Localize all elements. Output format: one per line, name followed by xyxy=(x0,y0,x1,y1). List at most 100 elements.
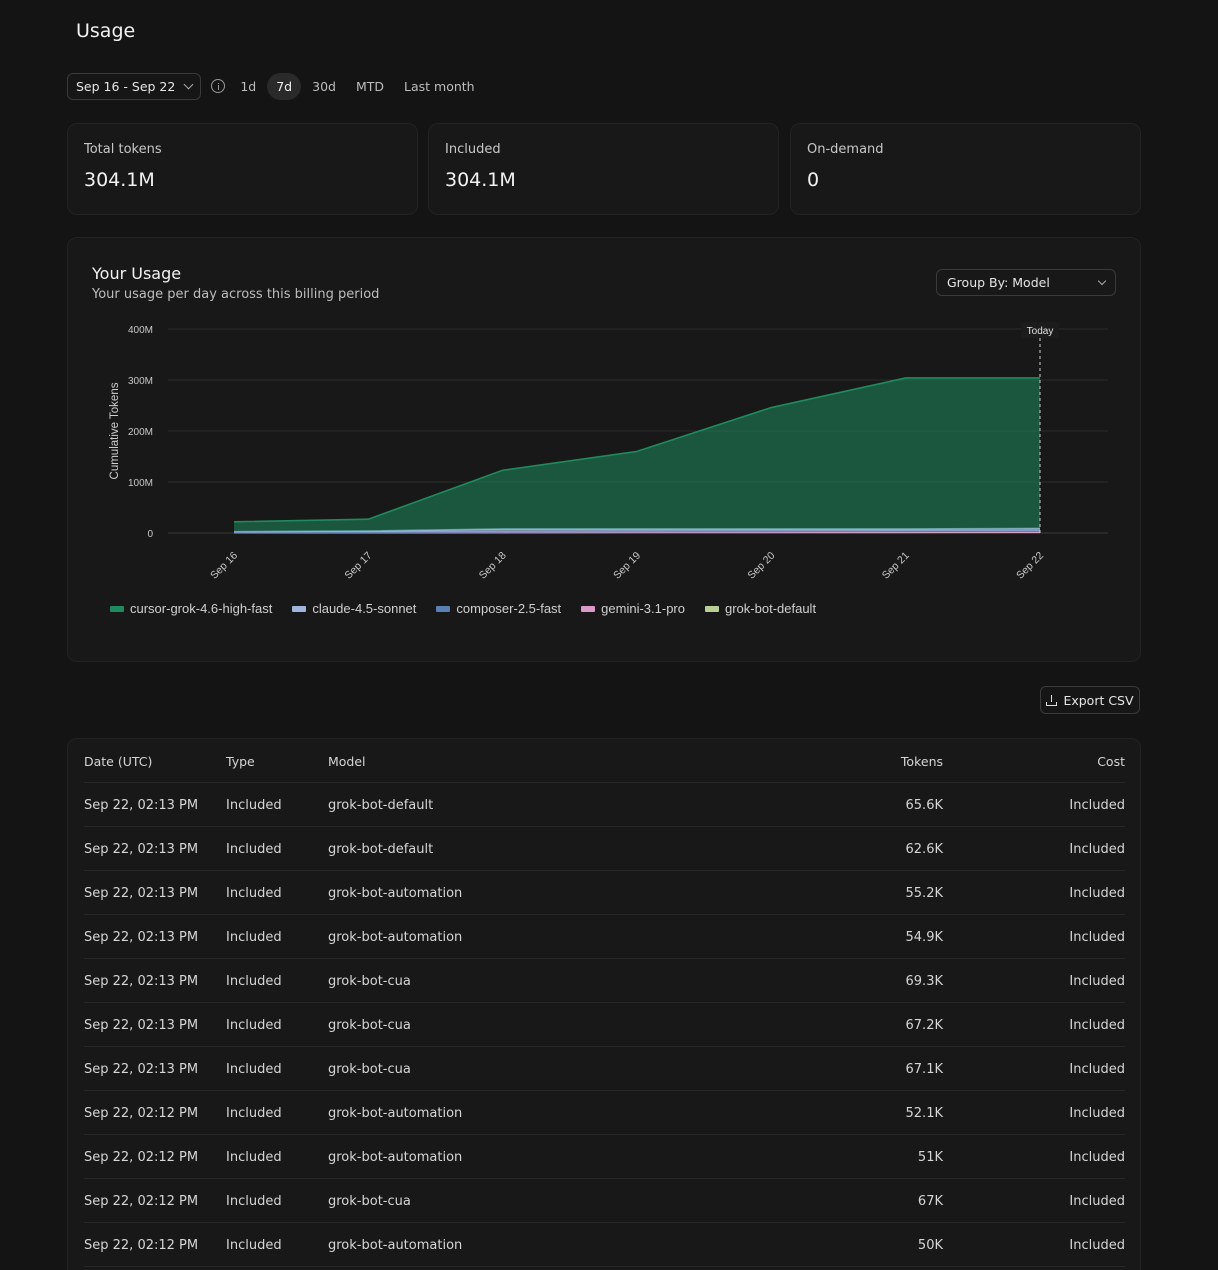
legend-item[interactable]: cursor-grok-4.6-high-fast xyxy=(110,601,272,616)
stat-card-total-tokens: Total tokens 304.1M xyxy=(67,123,418,215)
cell-cost: Included xyxy=(1069,929,1125,945)
cell-cost: Included xyxy=(1069,1237,1125,1253)
usage-title: Your Usage xyxy=(92,264,182,283)
cell-date: Sep 22, 02:12 PM xyxy=(84,1105,199,1121)
range-button-7d[interactable]: 7d xyxy=(267,72,302,100)
chevron-down-icon xyxy=(183,79,194,89)
cell-model: grok-bot-default xyxy=(328,841,434,857)
cell-type: Included xyxy=(226,1149,282,1165)
date-range-label: Sep 16 - Sep 22 xyxy=(76,78,176,94)
stat-label: Total tokens xyxy=(84,142,162,157)
cell-cost: Included xyxy=(1069,797,1125,813)
table-row[interactable]: Sep 22, 02:13 PM Included grok-bot-automat… xyxy=(84,871,1125,915)
table-row[interactable]: Sep 22, 02:13 PM Included grok-bot-cua 67.1… xyxy=(84,1047,1125,1091)
header-tokens[interactable]: Tokens xyxy=(900,753,943,769)
usage-card: Your Usage Your usage per day across thi… xyxy=(67,237,1141,662)
table-row[interactable]: Sep 22, 02:13 PM Included grok-bot-cua 69.3… xyxy=(84,959,1125,1003)
header-date[interactable]: Date (UTC) xyxy=(84,753,153,769)
download-icon xyxy=(1046,694,1058,706)
today-label: Today xyxy=(1027,326,1054,337)
cell-cost: Included xyxy=(1069,841,1125,857)
legend-swatch xyxy=(292,605,307,612)
cell-tokens: 65.6K xyxy=(905,797,943,813)
cell-tokens: 62.6K xyxy=(905,841,943,857)
legend-label: cursor-grok-4.6-high-fast xyxy=(130,601,273,616)
cell-model: grok-bot-cua xyxy=(328,1061,411,1077)
cell-tokens: 54.9K xyxy=(905,929,943,945)
cell-type: Included xyxy=(226,973,282,989)
legend-item[interactable]: gemini-3.1-pro xyxy=(581,601,685,616)
cell-date: Sep 22, 02:12 PM xyxy=(84,1237,199,1253)
cell-model: grok-bot-automation xyxy=(328,1149,463,1165)
stat-value: 304.1M xyxy=(84,169,155,191)
range-button-mtd[interactable]: MTD xyxy=(355,78,385,94)
cell-model: grok-bot-automation xyxy=(328,1105,463,1121)
header-model[interactable]: Model xyxy=(328,753,366,769)
cell-date: Sep 22, 02:13 PM xyxy=(84,1061,199,1077)
legend-swatch xyxy=(110,605,124,612)
table-header-row: Date (UTC) Type Model Tokens Cost xyxy=(84,739,1125,783)
legend-swatch xyxy=(436,605,451,612)
table-row[interactable]: Sep 22, 02:12 PM Included grok-bot-automat… xyxy=(84,1091,1125,1135)
cell-cost: Included xyxy=(1069,1149,1125,1165)
group-by-select[interactable]: Group By: Model xyxy=(936,269,1116,296)
cell-date: Sep 22, 02:12 PM xyxy=(84,1149,199,1165)
header-type[interactable]: Type xyxy=(226,753,255,769)
usage-subtitle: Your usage per day across this billing p… xyxy=(92,287,380,302)
table-row[interactable]: Sep 22, 02:12 PM Included grok-bot-automat… xyxy=(84,1223,1125,1267)
table-row[interactable]: Sep 22, 02:13 PM Included grok-bot-default… xyxy=(84,827,1125,871)
page-title: Usage xyxy=(76,20,136,42)
cell-cost: Included xyxy=(1069,1105,1125,1121)
cell-type: Included xyxy=(226,1017,282,1033)
cell-date: Sep 22, 02:12 PM xyxy=(84,1193,199,1209)
date-range-select[interactable]: Sep 16 - Sep 22 xyxy=(67,72,202,100)
legend-label: gemini-3.1-pro xyxy=(601,601,685,616)
area-cursor-grok-4.6-high-fast xyxy=(234,377,1040,532)
legend-item[interactable]: grok-bot-default xyxy=(705,601,816,616)
cell-model: grok-bot-cua xyxy=(328,1193,411,1209)
stat-card-on-demand: On-demand 0 xyxy=(790,123,1141,215)
table-row[interactable]: Sep 22, 02:13 PM Included grok-bot-automat… xyxy=(84,915,1125,959)
cell-cost: Included xyxy=(1069,885,1125,901)
cell-tokens: 67.1K xyxy=(905,1061,943,1077)
legend-item[interactable]: composer-2.5-fast xyxy=(436,601,561,616)
range-buttons: 1d 7d 30d MTD Last month xyxy=(231,72,483,100)
header-cost[interactable]: Cost xyxy=(1097,753,1125,769)
cell-cost: Included xyxy=(1069,1061,1125,1077)
toolbar: Sep 16 - Sep 22 1d 7d 30d MTD Last month xyxy=(67,72,484,100)
y-tick-label: 400M xyxy=(128,325,153,336)
range-button-last-month[interactable]: Last month xyxy=(404,78,475,94)
range-button-30d[interactable]: 30d xyxy=(312,78,336,94)
info-icon[interactable] xyxy=(211,79,226,93)
export-csv-button[interactable]: Export CSV xyxy=(1040,686,1140,714)
chart-legend: cursor-grok-4.6-high-fast claude-4.5-sonn… xyxy=(110,601,816,616)
cell-type: Included xyxy=(226,797,282,813)
y-tick-label: 100M xyxy=(128,478,153,489)
legend-label: grok-bot-default xyxy=(725,601,817,616)
y-axis-label: Cumulative Tokens xyxy=(109,382,121,479)
cell-tokens: 67.2K xyxy=(905,1017,943,1033)
table-row[interactable]: Sep 22, 02:13 PM Included grok-bot-cua 67.2… xyxy=(84,1003,1125,1047)
legend-swatch xyxy=(705,605,719,612)
cell-model: grok-bot-default xyxy=(328,797,434,813)
legend-label: composer-2.5-fast xyxy=(456,601,562,616)
table-row[interactable]: Sep 22, 02:12 PM Included grok-bot-cua 67K I… xyxy=(84,1179,1125,1223)
table-row[interactable]: Sep 22, 02:12 PM Included grok-bot-automat… xyxy=(84,1135,1125,1179)
cell-type: Included xyxy=(226,1237,282,1253)
stat-label: On-demand xyxy=(807,142,884,157)
cell-date: Sep 22, 02:13 PM xyxy=(84,885,199,901)
range-button-1d[interactable]: 1d xyxy=(240,78,257,94)
table-row[interactable]: Sep 22, 02:13 PM Included grok-bot-default… xyxy=(84,783,1125,827)
cell-date: Sep 22, 02:13 PM xyxy=(84,929,199,945)
legend-item[interactable]: claude-4.5-sonnet xyxy=(292,601,416,616)
stat-card-included: Included 304.1M xyxy=(428,123,779,215)
legend-swatch xyxy=(581,605,596,612)
today-badge xyxy=(1021,322,1059,338)
x-tick-label: Sep 18 xyxy=(477,550,509,582)
x-tick-label: Sep 17 xyxy=(342,550,374,582)
cell-date: Sep 22, 02:13 PM xyxy=(84,1017,199,1033)
cell-type: Included xyxy=(226,1105,282,1121)
cell-date: Sep 22, 02:13 PM xyxy=(84,841,199,857)
x-tick-label: Sep 20 xyxy=(745,550,777,582)
cell-model: grok-bot-automation xyxy=(328,1237,463,1253)
